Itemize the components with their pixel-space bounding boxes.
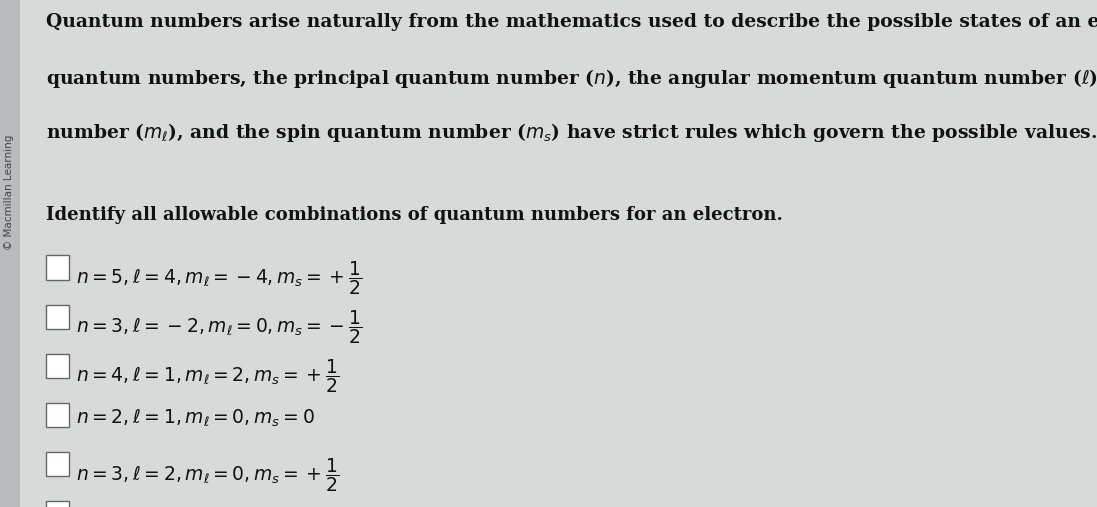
FancyBboxPatch shape [46, 452, 69, 477]
Text: $n = 5, \ell = 4, m_\ell = -4, m_s = +\dfrac{1}{2}$: $n = 5, \ell = 4, m_\ell = -4, m_s = +\d… [76, 259, 362, 297]
Text: $n = 3, \ell = -2, m_\ell = 0, m_s = -\dfrac{1}{2}$: $n = 3, \ell = -2, m_\ell = 0, m_s = -\d… [76, 308, 362, 346]
Text: $n = 4, \ell = 1, m_\ell = 2, m_s = +\dfrac{1}{2}$: $n = 4, \ell = 1, m_\ell = 2, m_s = +\df… [76, 357, 339, 395]
Text: quantum numbers, the principal quantum number ($n$), the angular momentum quantu: quantum numbers, the principal quantum n… [46, 67, 1097, 90]
Text: © Macmillan Learning: © Macmillan Learning [4, 135, 14, 250]
Text: number ($m_\ell$), and the spin quantum number ($m_s$) have strict rules which g: number ($m_\ell$), and the spin quantum … [46, 121, 1097, 144]
Text: $n = 3, \ell = 2, m_\ell = 0, m_s = +\dfrac{1}{2}$: $n = 3, \ell = 2, m_\ell = 0, m_s = +\df… [76, 456, 339, 494]
FancyBboxPatch shape [46, 256, 69, 280]
Text: Identify all allowable combinations of quantum numbers for an electron.: Identify all allowable combinations of q… [46, 206, 783, 224]
FancyBboxPatch shape [46, 354, 69, 378]
FancyBboxPatch shape [46, 403, 69, 427]
FancyBboxPatch shape [46, 305, 69, 329]
FancyBboxPatch shape [0, 0, 20, 507]
Text: $n = 5, \ell = 5, m_\ell = 1, m_s = +\dfrac{1}{2}$: $n = 5, \ell = 5, m_\ell = 1, m_s = +\df… [76, 505, 339, 507]
Text: $n = 2, \ell = 1, m_\ell = 0, m_s = 0$: $n = 2, \ell = 1, m_\ell = 0, m_s = 0$ [76, 407, 315, 429]
FancyBboxPatch shape [46, 501, 69, 507]
Text: Quantum numbers arise naturally from the mathematics used to describe the possib: Quantum numbers arise naturally from the… [46, 13, 1097, 31]
